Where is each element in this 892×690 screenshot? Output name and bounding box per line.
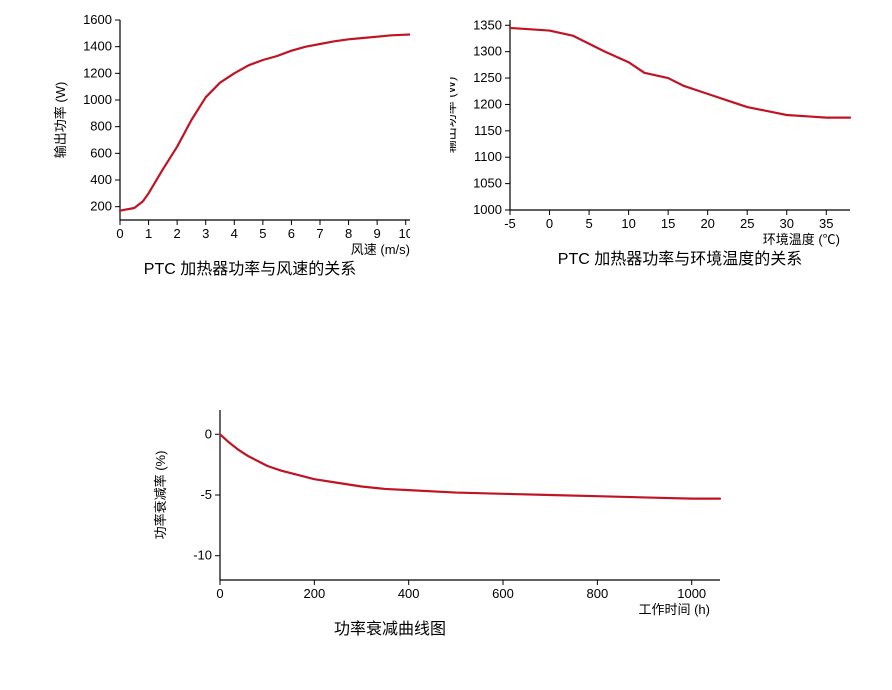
y-axis-label: 功率衰减率 (%) [153,451,168,540]
y-tick-label: 1400 [83,39,112,54]
y-tick-label: 800 [90,119,112,134]
x-tick-label: 7 [316,226,323,241]
y-tick-label: 0 [205,426,212,441]
x-tick-label: 400 [398,586,420,601]
y-tick-label: 200 [90,199,112,214]
x-tick-label: 9 [374,226,381,241]
x-tick-label: 1000 [677,586,706,601]
x-tick-label: 10 [398,226,410,241]
x-tick-label: 30 [780,216,794,231]
y-tick-label: 1350 [473,17,502,32]
chart-title: 功率衰减曲线图 [334,620,446,638]
y-tick-label: 600 [90,145,112,160]
x-tick-label: 20 [700,216,714,231]
x-tick-label: 800 [587,586,609,601]
y-tick-label: 1300 [473,44,502,59]
chart-power-vs-temperature: 输出功率 (W)10001050110011501200125013001350… [450,10,860,310]
x-tick-label: 4 [231,226,238,241]
data-line [510,28,850,118]
x-tick-label: 2 [174,226,181,241]
y-axis-label: 输出功率 (W) [450,77,458,154]
chart-power-vs-windspeed: 输出功率 (W) 200 400 600 800 1000 1200 1400 1600 0 1 2 3… [40,10,410,310]
x-tick-label: 25 [740,216,754,231]
x-tick-label: 200 [303,586,325,601]
x-tick-label: 3 [202,226,209,241]
chart-title: PTC 加热器功率与风速的关系 [144,260,356,278]
x-tick-label: 0 [216,586,223,601]
x-axis-label: 环境温度 (℃) [763,232,840,247]
x-tick-label: 5 [585,216,592,231]
x-tick-label: 15 [661,216,675,231]
x-tick-label: 1 [145,226,152,241]
x-tick-label: 10 [621,216,635,231]
data-line [120,34,410,211]
y-tick-label: -5 [200,487,212,502]
chart-power-decay: 功率衰减率 (%) -10 -5 0 0 200 400 600 800 1000工作时间 (h)… [150,400,740,690]
y-axis-label: 输出功率 (W) [53,82,68,159]
y-tick-label: 1100 [474,149,502,164]
y-tick-label: -10 [193,548,212,563]
chart-title: PTC 加热器功率与环境温度的关系 [558,249,802,268]
x-tick-label: 600 [492,586,514,601]
data-line [220,434,720,498]
y-tick-label: 1250 [473,70,502,85]
x-axis-label: 风速 (m/s) [351,242,410,257]
x-tick-label: 8 [345,226,352,241]
x-axis-label: 工作时间 (h) [638,602,710,617]
x-tick-label: 5 [259,226,266,241]
y-tick-label: 1200 [83,65,112,80]
y-tick-label: 1050 [473,176,502,191]
y-tick-label: 1000 [473,202,502,217]
y-tick-label: 400 [90,172,112,187]
y-tick-label: 1000 [83,92,112,107]
y-tick-label: 1150 [474,123,502,138]
x-tick-label: 0 [546,216,553,231]
y-tick-label: 1600 [83,12,112,27]
y-tick-label: 1200 [473,96,502,111]
x-tick-label: 6 [288,226,295,241]
x-tick-label: -5 [504,216,516,231]
x-tick-label: 35 [819,216,833,231]
x-tick-label: 0 [116,226,123,241]
